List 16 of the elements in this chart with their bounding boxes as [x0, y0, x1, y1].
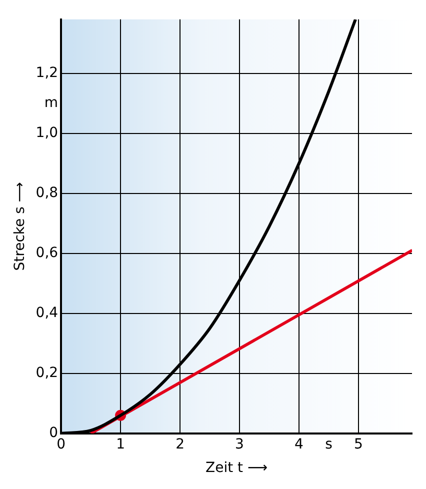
y-axis-title: Strecke s ⟶	[12, 182, 28, 271]
y-tick-label: 0,2	[36, 365, 58, 382]
y-tick-label: 0,6	[36, 245, 58, 262]
x-tick-label: 5	[354, 436, 363, 452]
y-tick-label: 0,4	[36, 305, 58, 322]
x-tick-label: 4	[294, 436, 304, 452]
y-tick-label: 1,2	[36, 65, 58, 82]
x-tick-label: 3	[235, 436, 244, 452]
x-tick-label: 2	[176, 436, 184, 452]
x-tick-label: 1	[116, 436, 126, 452]
x-axis-title: Zeit t ⟶	[206, 460, 268, 476]
y-tick-label: m	[44, 95, 58, 112]
x-tick-label: s	[325, 436, 332, 452]
y-tick-label: 1,0	[36, 125, 58, 142]
y-tick-label: 0	[49, 425, 58, 442]
y-tick-label: 0,8	[36, 185, 58, 202]
